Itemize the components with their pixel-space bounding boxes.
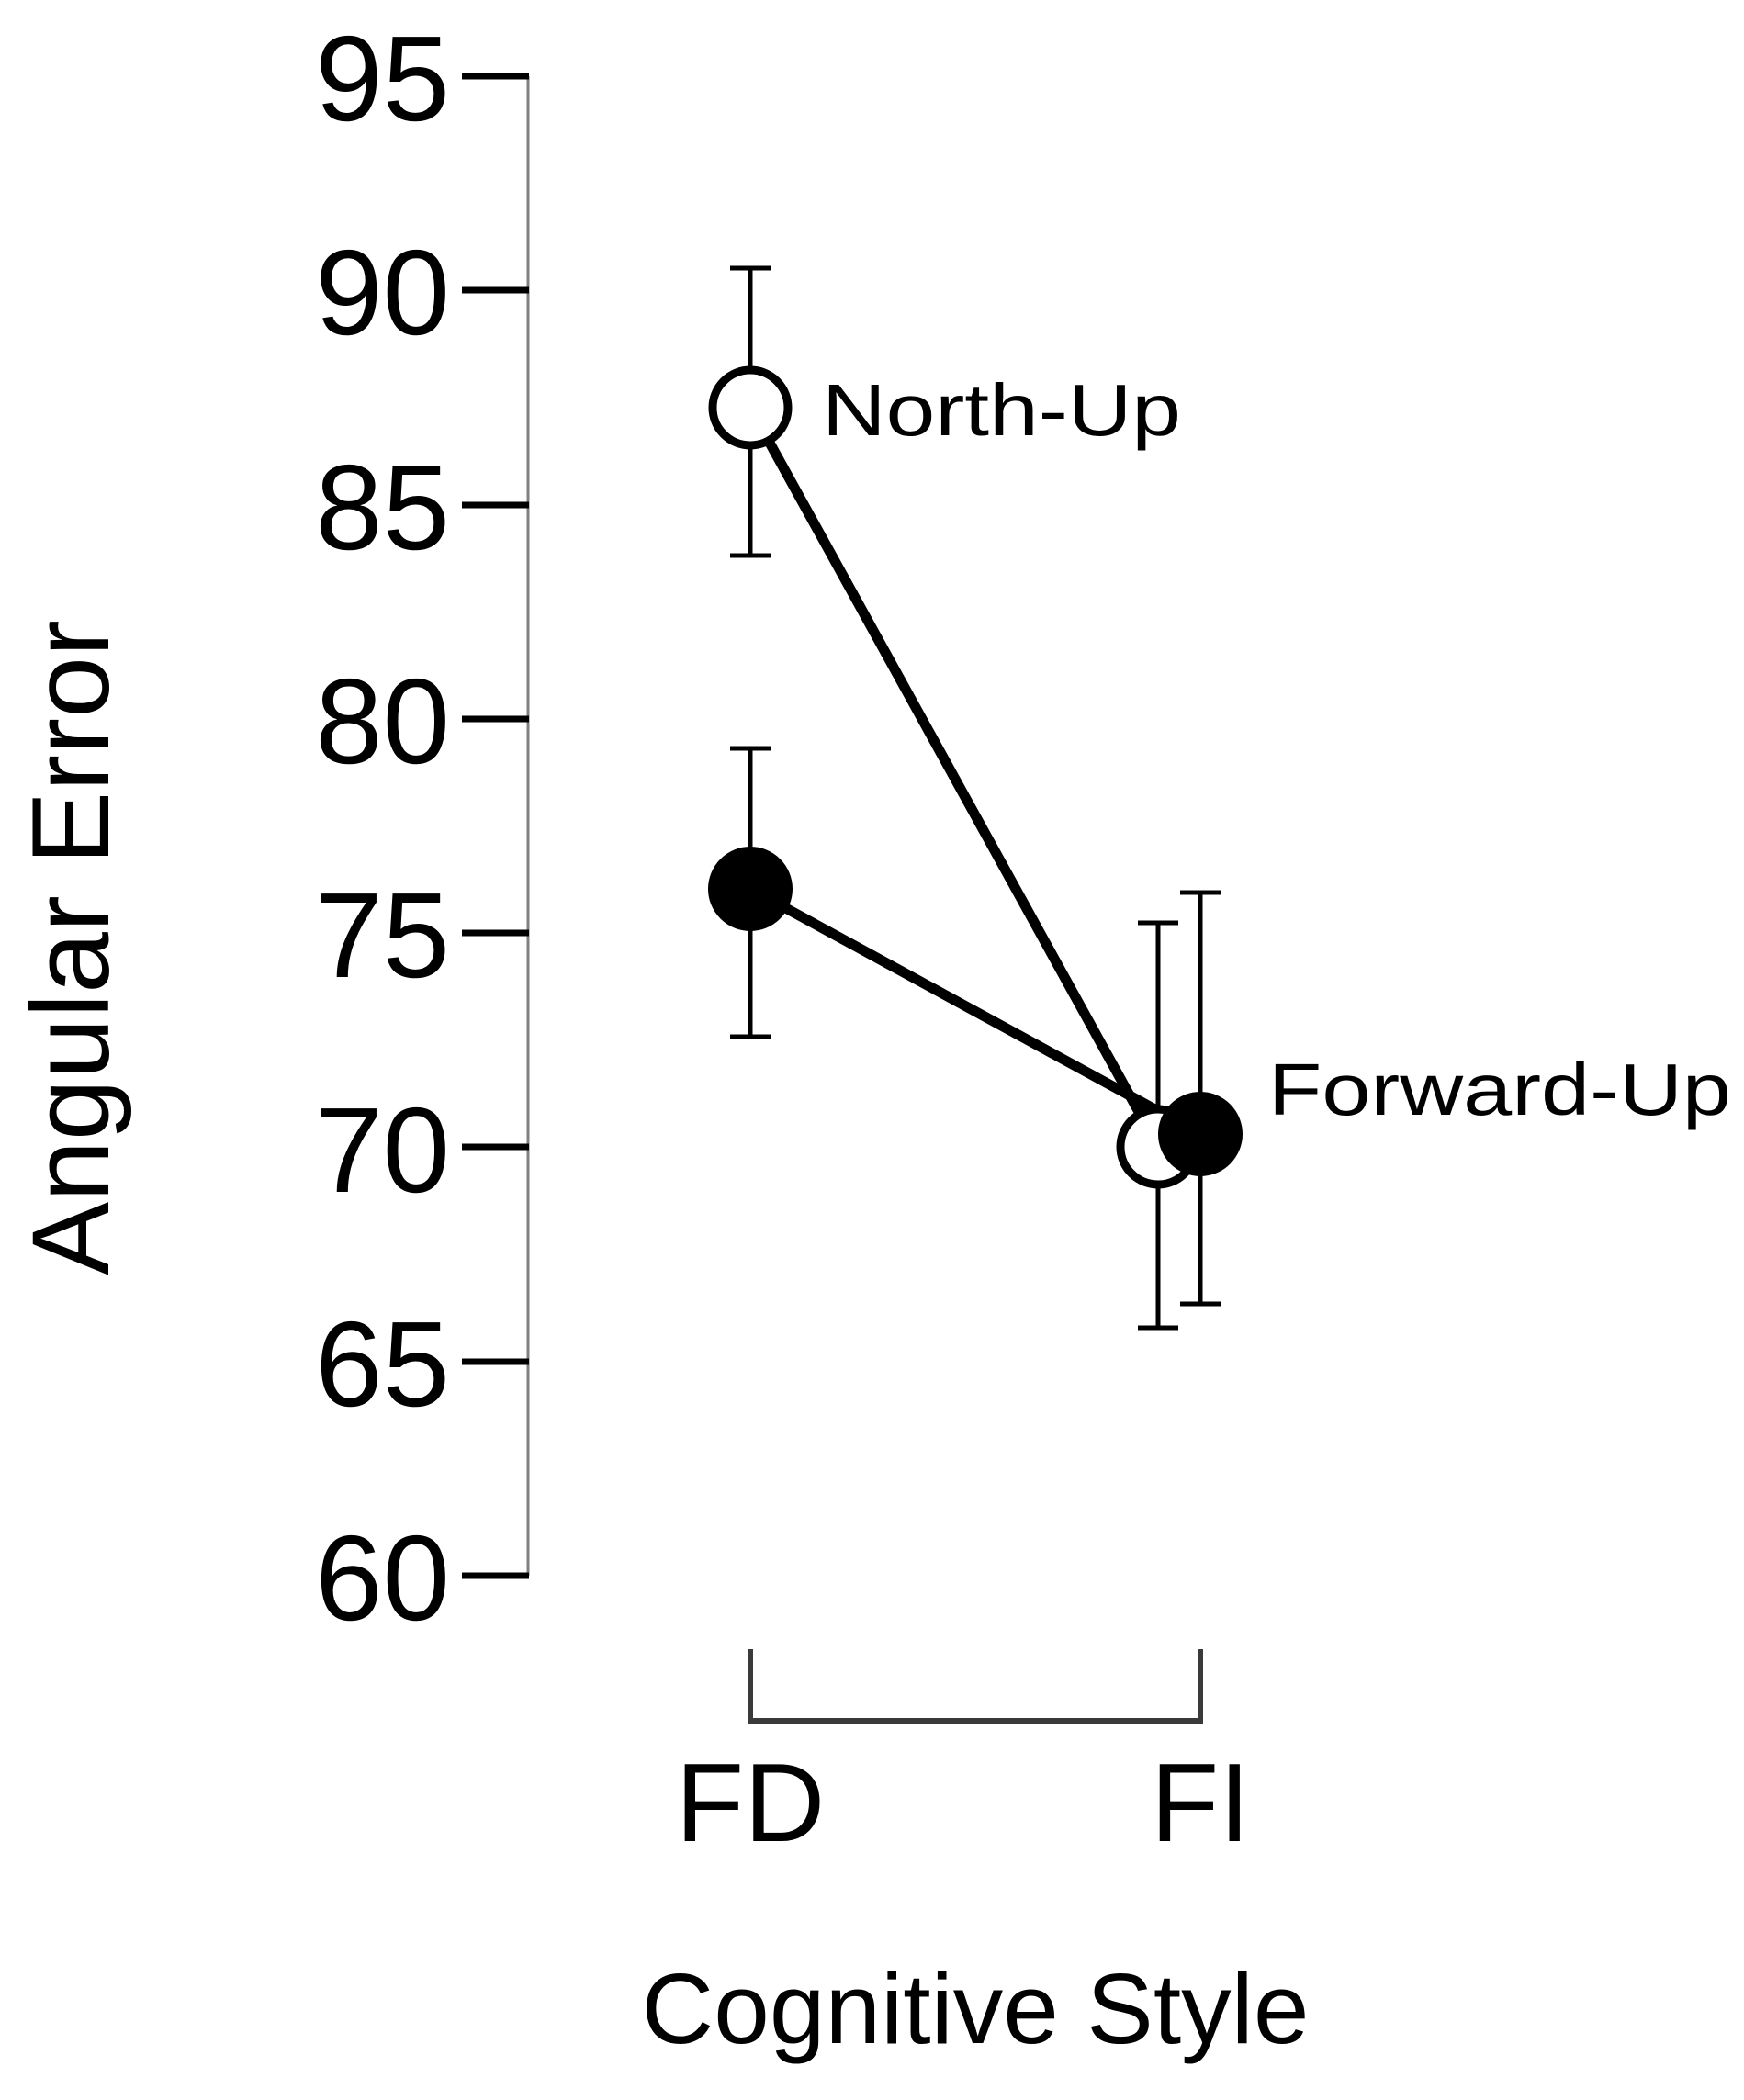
svg-text:FD: FD [676, 1740, 826, 1865]
svg-text:85: 85 [315, 440, 450, 575]
svg-text:60: 60 [315, 1510, 450, 1645]
svg-text:65: 65 [315, 1297, 450, 1432]
svg-text:75: 75 [315, 868, 450, 1003]
svg-text:FI: FI [1151, 1740, 1250, 1865]
svg-text:Forward-Up: Forward-Up [1268, 1049, 1731, 1130]
svg-text:80: 80 [315, 654, 450, 789]
svg-text:90: 90 [315, 225, 450, 360]
svg-text:Angular Error: Angular Error [9, 620, 132, 1275]
svg-text:Cognitive Style: Cognitive Style [641, 1953, 1309, 2065]
svg-text:95: 95 [315, 11, 450, 146]
svg-text:North-Up: North-Up [822, 369, 1181, 451]
svg-text:70: 70 [315, 1083, 450, 1218]
